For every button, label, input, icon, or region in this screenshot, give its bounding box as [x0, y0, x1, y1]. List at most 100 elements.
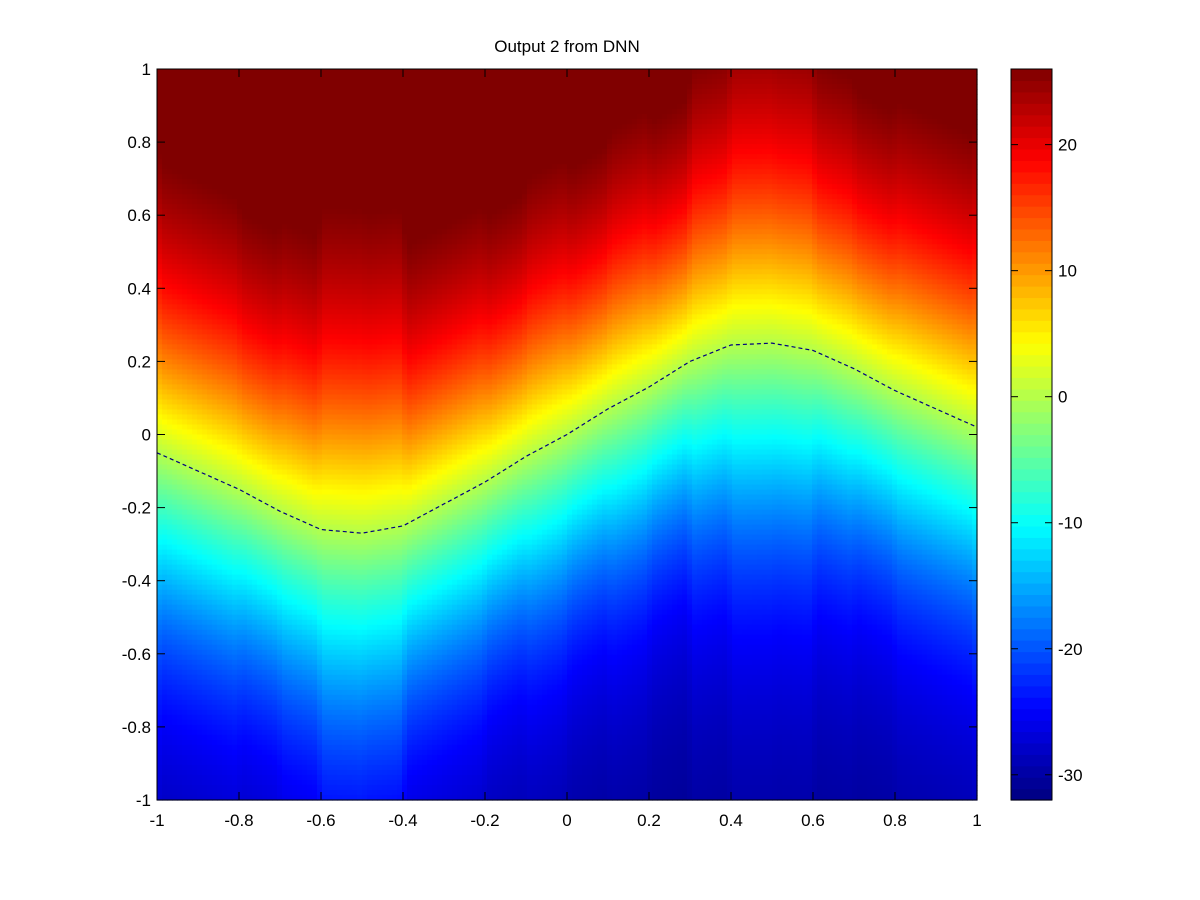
- heatmap-cell: [932, 109, 938, 115]
- heatmap-cell: [272, 144, 278, 150]
- heatmap-cell: [597, 84, 603, 90]
- heatmap-cell: [477, 104, 483, 110]
- heatmap-cell: [282, 214, 288, 220]
- heatmap-cell: [507, 204, 513, 210]
- heatmap-cell: [657, 69, 663, 75]
- heatmap-cell: [782, 124, 788, 130]
- heatmap-cell: [427, 219, 433, 225]
- heatmap-cell: [912, 194, 918, 200]
- heatmap-cell: [747, 114, 753, 120]
- heatmap-cell: [792, 164, 798, 170]
- heatmap-cell: [832, 94, 838, 100]
- heatmap-cell: [802, 199, 808, 205]
- heatmap-cell: [457, 149, 463, 155]
- heatmap-cell: [787, 129, 793, 135]
- heatmap-cell: [227, 174, 233, 180]
- heatmap-cell: [332, 184, 338, 190]
- heatmap-cell: [807, 89, 813, 95]
- heatmap-cell: [607, 184, 613, 190]
- heatmap-cell: [837, 109, 843, 115]
- heatmap-cell: [232, 204, 238, 210]
- heatmap-cell: [522, 204, 528, 210]
- heatmap-cell: [667, 194, 673, 200]
- heatmap-cell: [517, 184, 523, 190]
- heatmap-cell: [412, 219, 418, 225]
- heatmap-cell: [497, 184, 503, 190]
- heatmap-cell: [647, 194, 653, 200]
- heatmap-cell: [532, 174, 538, 180]
- heatmap-cell: [867, 179, 873, 185]
- heatmap-cell: [357, 184, 363, 190]
- heatmap-cell: [212, 214, 218, 220]
- heatmap-cell: [727, 69, 733, 75]
- heatmap-cell: [297, 139, 303, 145]
- heatmap-cell: [817, 109, 823, 115]
- heatmap-cell: [202, 129, 208, 135]
- heatmap-cell: [637, 209, 643, 215]
- heatmap-cell: [607, 149, 613, 155]
- heatmap-cell: [192, 174, 198, 180]
- heatmap-cell: [697, 94, 703, 100]
- heatmap-cell: [162, 149, 168, 155]
- heatmap-cell: [692, 129, 698, 135]
- heatmap-cell: [187, 214, 193, 220]
- heatmap-cell: [457, 139, 463, 145]
- heatmap-cell: [562, 114, 568, 120]
- heatmap-cell: [652, 119, 658, 125]
- heatmap-cell: [197, 109, 203, 115]
- heatmap-cell: [672, 144, 678, 150]
- heatmap-cell: [382, 119, 388, 125]
- heatmap-cell: [452, 114, 458, 120]
- heatmap-cell: [547, 139, 553, 145]
- heatmap-cell: [272, 99, 278, 105]
- heatmap-cell: [367, 204, 373, 210]
- heatmap-cell: [307, 184, 313, 190]
- heatmap-cell: [242, 174, 248, 180]
- heatmap-cell: [852, 159, 858, 165]
- heatmap-cell: [837, 134, 843, 140]
- heatmap-cell: [172, 204, 178, 210]
- heatmap-cell: [592, 134, 598, 140]
- heatmap-cell: [947, 99, 953, 105]
- heatmap-cell: [487, 159, 493, 165]
- heatmap-cell: [247, 89, 253, 95]
- heatmap-cell: [442, 219, 448, 225]
- heatmap-cell: [552, 179, 558, 185]
- heatmap-cell: [277, 214, 283, 220]
- heatmap-cell: [592, 149, 598, 155]
- heatmap-cell: [947, 169, 953, 175]
- heatmap-cell: [787, 189, 793, 195]
- heatmap-cell: [432, 184, 438, 190]
- heatmap-cell: [162, 79, 168, 85]
- heatmap-cell: [932, 89, 938, 95]
- heatmap-cell: [452, 149, 458, 155]
- heatmap-cell: [282, 119, 288, 125]
- heatmap-cell: [192, 189, 198, 195]
- heatmap-cell: [792, 189, 798, 195]
- heatmap-cell: [917, 154, 923, 160]
- heatmap-cell: [332, 174, 338, 180]
- heatmap-cell: [512, 219, 518, 225]
- heatmap-cell: [637, 104, 643, 110]
- heatmap-cell: [507, 184, 513, 190]
- heatmap-cell: [647, 204, 653, 210]
- heatmap-cell: [417, 204, 423, 210]
- heatmap-cell: [617, 164, 623, 170]
- heatmap-cell: [412, 139, 418, 145]
- heatmap-cell: [582, 69, 588, 75]
- heatmap-cell: [472, 84, 478, 90]
- heatmap-cell: [332, 74, 338, 80]
- heatmap-cell: [417, 79, 423, 85]
- heatmap-cell: [742, 89, 748, 95]
- heatmap-cell: [232, 189, 238, 195]
- heatmap-cell: [277, 199, 283, 205]
- heatmap-cell: [257, 169, 263, 175]
- heatmap-cell: [407, 74, 413, 80]
- heatmap-cell: [392, 144, 398, 150]
- heatmap-cell: [732, 179, 738, 185]
- heatmap-cell: [957, 149, 963, 155]
- heatmap-cell: [352, 99, 358, 105]
- heatmap-cell: [732, 189, 738, 195]
- heatmap-cell: [737, 214, 743, 220]
- heatmap-cell: [257, 94, 263, 100]
